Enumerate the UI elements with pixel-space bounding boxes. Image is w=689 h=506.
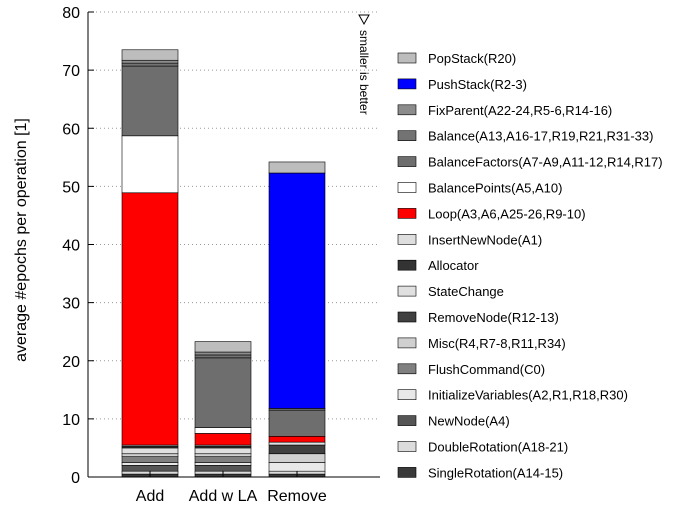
bar-segment xyxy=(268,409,326,437)
legend-swatch xyxy=(397,208,417,219)
bar-segment xyxy=(121,462,179,466)
legend-label: BalanceFactors(A7-A9,A11-12,R14,R17) xyxy=(428,155,663,170)
legend-swatch xyxy=(397,311,417,323)
bar-segment xyxy=(121,59,179,64)
bar-segment xyxy=(194,456,252,463)
bar-segment xyxy=(121,49,179,61)
legend-swatch xyxy=(397,52,417,64)
legend-label: NewNode(A4) xyxy=(428,414,510,429)
y-tick-label: 20 xyxy=(62,354,80,371)
bar-segment xyxy=(194,357,252,428)
legend-label: DoubleRotation(A18-21) xyxy=(428,440,568,455)
legend-swatch xyxy=(397,285,417,297)
legend-label: PushStack(R2-3) xyxy=(428,77,527,92)
x-tick-label: Add xyxy=(136,488,164,505)
y-tick-label: 10 xyxy=(62,412,80,429)
legend-label: Misc(R4,R7-8,R11,R34) xyxy=(428,336,566,351)
y-tick-label: 70 xyxy=(62,63,80,80)
bar-segment xyxy=(194,433,252,446)
y-tick-label: 50 xyxy=(62,179,80,196)
y-tick-label: 40 xyxy=(62,238,80,255)
bar-segment xyxy=(268,444,326,455)
bar-segment xyxy=(121,65,179,137)
bar-segment xyxy=(268,441,326,446)
legend-label: FlushCommand(C0) xyxy=(428,362,545,377)
legend-label: PopStack(R20) xyxy=(428,51,516,66)
legend-label: InsertNewNode(A1) xyxy=(428,232,542,247)
bar-segment xyxy=(121,192,179,446)
legend-swatch xyxy=(397,337,417,349)
bar-segment xyxy=(268,172,326,409)
legend-label: Loop(A3,A6,A25-26,R9-10) xyxy=(428,206,586,221)
legend-label: StateChange xyxy=(428,284,504,299)
y-tick-label: 60 xyxy=(62,121,80,138)
bar-segment xyxy=(268,161,326,174)
legend-label: Balance(A13,A16-17,R19,R21,R31-33) xyxy=(428,129,653,144)
legend-swatch xyxy=(397,441,417,452)
bar-segment xyxy=(194,354,252,359)
y-tick-label: 80 xyxy=(62,5,80,22)
bar-segment xyxy=(194,447,252,455)
bar-segment xyxy=(194,351,252,356)
axes: 0 10 20 30 40 50 60 70 80 Add Add w LA Remove xyxy=(62,5,380,505)
legend-swatch xyxy=(397,104,417,116)
smaller-is-better-note: smaller is better xyxy=(357,30,371,115)
legend-label: FixParent(A22-24,R5-6,R14-16) xyxy=(428,103,612,118)
legend-label: RemoveNode(R12-13) xyxy=(428,310,559,325)
legend-swatch xyxy=(397,389,417,401)
bar-segment xyxy=(268,462,326,472)
bar-segment xyxy=(121,465,179,472)
bar-segment xyxy=(121,456,179,463)
bar-segment xyxy=(194,453,252,457)
legend-swatch xyxy=(397,415,417,426)
legend-swatch xyxy=(397,78,417,90)
legend-swatch xyxy=(397,259,417,271)
y-tick-label: 30 xyxy=(62,296,80,313)
bar-segment xyxy=(268,436,326,443)
legend: PopStack(R20) PushStack(R2-3) FixParent(A2… xyxy=(397,51,663,480)
y-axis-label: average #epochs per operation [1] xyxy=(13,118,30,362)
legend-label: Allocator xyxy=(428,258,479,273)
legend-swatch xyxy=(397,156,417,167)
bar-segment xyxy=(194,465,252,472)
legend-label: BalancePoints(A5,A10) xyxy=(428,181,562,196)
bars xyxy=(121,49,326,478)
bar-segment xyxy=(121,62,179,67)
x-tick-label: Add w LA xyxy=(189,488,258,505)
bar-segment xyxy=(121,135,179,194)
bar-segment xyxy=(194,462,252,466)
bar-segment xyxy=(121,447,179,455)
legend-swatch xyxy=(397,363,417,375)
bar-segment xyxy=(194,341,252,353)
bar-segment xyxy=(121,453,179,457)
bar-segment xyxy=(268,453,326,463)
legend-swatch xyxy=(397,182,417,193)
legend-label: SingleRotation(A14-15) xyxy=(428,465,563,480)
legend-swatch xyxy=(397,467,417,478)
y-tick-label: 0 xyxy=(71,470,80,487)
legend-label: InitializeVariables(A2,R1,R18,R30) xyxy=(428,388,628,403)
smaller-is-better-marker xyxy=(358,14,370,26)
legend-swatch xyxy=(397,130,417,141)
bar-segment xyxy=(194,427,252,434)
x-tick-label: Remove xyxy=(267,488,327,505)
legend-swatch xyxy=(397,234,417,245)
